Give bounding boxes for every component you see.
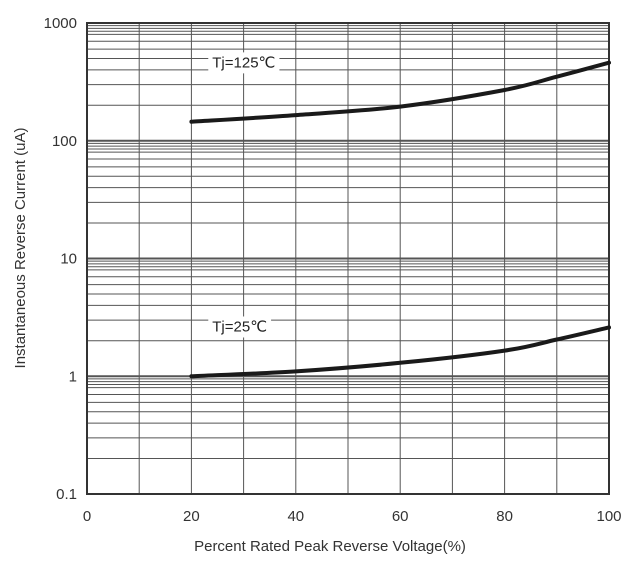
y-tick-label: 1 [69,368,77,385]
x-axis-label: Percent Rated Peak Reverse Voltage(%) [194,538,466,555]
x-tick-labels: 0 20 40 60 80 100 [83,508,622,525]
series-label-1: Tj=25℃ [212,318,267,335]
grid [87,23,609,495]
series-label-background [208,316,272,338]
y-tick-label: 100 [52,133,77,150]
x-tick-label: 80 [496,508,513,525]
plot-frame [86,22,610,495]
series-line-1 [189,325,611,379]
series-label-background [208,52,280,74]
x-tick-label: 60 [392,508,409,525]
x-tick-label: 0 [83,508,91,525]
y-axis-label: Instantaneous Reverse Current (uA) [12,128,29,369]
series-line-0 [189,60,611,124]
y-tick-labels: 0.1 1 10 100 1000 [44,15,77,503]
plot-border [86,22,610,495]
x-tick-label: 20 [183,508,200,525]
series-group: Tj=125℃ Tj=25℃ [189,52,611,379]
y-tick-label: 1000 [44,15,77,32]
x-tick-label: 100 [596,508,621,525]
y-tick-label: 0.1 [56,486,77,503]
x-tick-label: 40 [287,508,304,525]
series-label-0: Tj=125℃ [212,54,275,71]
y-tick-label: 10 [60,251,77,268]
